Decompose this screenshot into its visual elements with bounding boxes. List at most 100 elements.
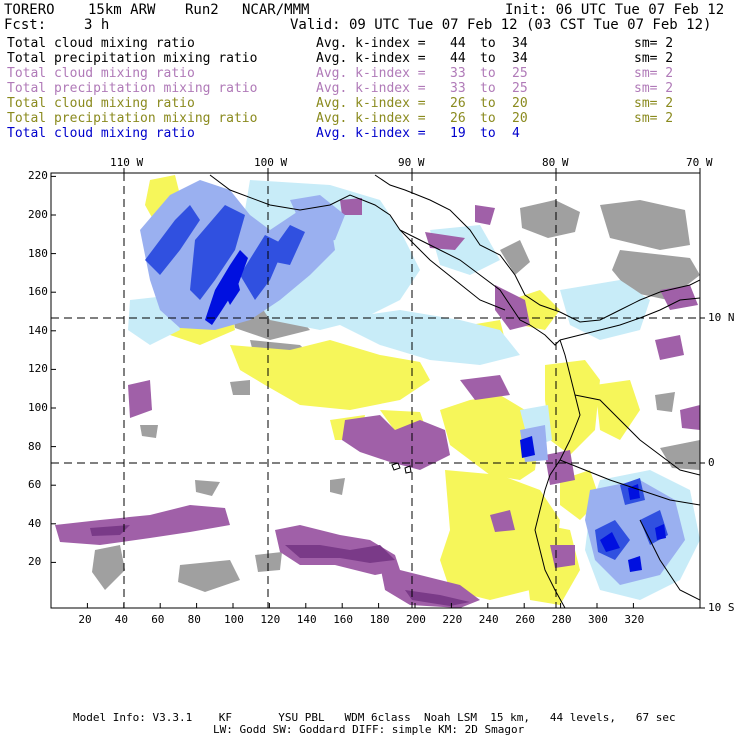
purple-cloud-area [475, 205, 495, 225]
border-andes [574, 394, 700, 476]
legend-k-to: to [480, 81, 496, 96]
legend-field-label: Total precipitation mixing ratio [7, 51, 258, 66]
legend-k-end: 34 [512, 36, 528, 51]
model-name: TORERO [4, 2, 55, 18]
lon-ticks [123, 168, 705, 609]
org-label: NCAR/MMM [242, 2, 310, 18]
light-blue-cloud-area [330, 310, 520, 365]
x-tick-label: 300 [588, 613, 608, 626]
legend-k-index-label: Avg. k-index = [316, 51, 426, 66]
legend-row: Total precipitation mixing ratio Avg. k-i… [7, 51, 727, 66]
x-tick-label: 160 [333, 613, 354, 626]
blue-bands [145, 205, 668, 560]
coastline-mexico-central-america [209, 174, 561, 346]
yellow-cloud-area [440, 395, 540, 480]
legend-field-label: Total cloud mixing ratio [7, 126, 195, 141]
y-tick-label: 60 [28, 478, 42, 492]
purple-cloud-area [490, 510, 515, 532]
longitude-label: 100 W [254, 156, 288, 169]
legend-k-to: to [480, 126, 496, 141]
dark-blue-core [628, 484, 640, 500]
legend-k-start: 26 [450, 111, 466, 126]
legend-row: Total cloud mixing ratio Avg. k-index = 19… [7, 126, 727, 141]
latitude-label: 0 [708, 456, 715, 469]
init-time: Init: 06 UTC Tue 07 Feb 12 [505, 2, 725, 18]
legend-k-to: to [480, 66, 496, 81]
coastline-south-america-north [559, 297, 700, 341]
latitude-label: 10 N [708, 311, 735, 324]
yellow-cloud-area [230, 340, 430, 410]
y-tick-label: 40 [28, 516, 42, 530]
purple-cloud-area [655, 335, 684, 360]
legend-k-start: 44 [450, 36, 466, 51]
gray-cloud-area [520, 200, 580, 238]
legend-k-end: 4 [512, 126, 520, 141]
dark-blue-core [222, 270, 240, 305]
model-info-line: Model Info: V3.3.1 KF YSU PBL WDM 6class… [73, 711, 676, 724]
run-label: Run2 [185, 2, 219, 18]
purple-cloud-area [680, 405, 700, 430]
field-layer [55, 174, 700, 608]
x-tick-label: 260 [515, 613, 536, 626]
purple-cloud-area [340, 198, 362, 215]
legend-k-end: 25 [512, 66, 528, 81]
longitude-label: 70 W [686, 156, 713, 169]
legend-smoothing: sm= 2 [634, 36, 674, 51]
dark-blue-core [655, 524, 666, 540]
legend-k-index-label: Avg. k-index = [316, 36, 426, 51]
mid-blue-band [290, 195, 345, 245]
longitude-label: 90 W [398, 156, 425, 169]
x-tick-label: 100 [224, 613, 244, 626]
legend-smoothing: sm= 2 [634, 51, 674, 66]
forecast-hour: 3 h [84, 17, 110, 33]
legend-k-end: 25 [512, 81, 528, 96]
purple-cloud-area [380, 565, 480, 608]
x-tick-label: 280 [551, 613, 572, 626]
forecast-label: Fcst: [4, 17, 47, 33]
x-tick-label: 200 [406, 613, 426, 626]
mid-blue-band [585, 480, 685, 585]
coastline-caribbean [374, 174, 700, 323]
legend-k-end: 34 [512, 51, 528, 66]
dark-purple-bands [90, 525, 470, 606]
plot-frame [50, 172, 701, 609]
blue-band [265, 225, 305, 265]
gray-cloud-area [178, 560, 240, 592]
y-tick-label: 160 [28, 285, 48, 299]
legend-k-to: to [480, 51, 496, 66]
legend-field-label: Total precipitation mixing ratio [7, 81, 258, 96]
gray-cloud-area [660, 440, 700, 470]
y-tick-label: 100 [28, 401, 48, 414]
y-tick-label: 20 [28, 555, 42, 569]
galapagos-island [404, 465, 412, 474]
y-tick-label: 200 [28, 208, 48, 221]
gray-cloud-area [330, 478, 345, 495]
legend-k-index-label: Avg. k-index = [316, 81, 426, 96]
dark-purple-band [405, 590, 470, 606]
purple-cloud-area [342, 415, 450, 470]
legend-field-label: Total cloud mixing ratio [7, 66, 195, 81]
legend-k-index-label: Avg. k-index = [316, 96, 426, 111]
purple-cloud-area [545, 450, 575, 485]
border-peru [559, 459, 700, 506]
x-tick-label: 320 [624, 613, 645, 626]
y-tick-label: 180 [28, 246, 48, 260]
x-tick-label: 180 [369, 613, 390, 626]
legend-row: Total precipitation mixing ratio Avg. k-i… [7, 111, 727, 126]
latitude-label: 10 S [708, 601, 735, 614]
x-tick-label: 40 [114, 613, 129, 626]
gray-cloud-area [230, 380, 250, 395]
dark-purple-band [90, 525, 130, 536]
legend-k-to: to [480, 96, 496, 111]
purple-cloud-area [128, 380, 152, 418]
x-tick-label: 140 [296, 613, 317, 626]
lat-lon-grid [51, 173, 700, 608]
x-tick-label: 80 [187, 613, 201, 626]
dark-blue-cores [205, 250, 666, 572]
legend-k-start: 33 [450, 66, 466, 81]
purple-cloud-area [55, 505, 230, 545]
axis-ticks [51, 175, 634, 608]
purple-cloud-area [460, 375, 510, 400]
purple-cloud-area [660, 285, 698, 310]
